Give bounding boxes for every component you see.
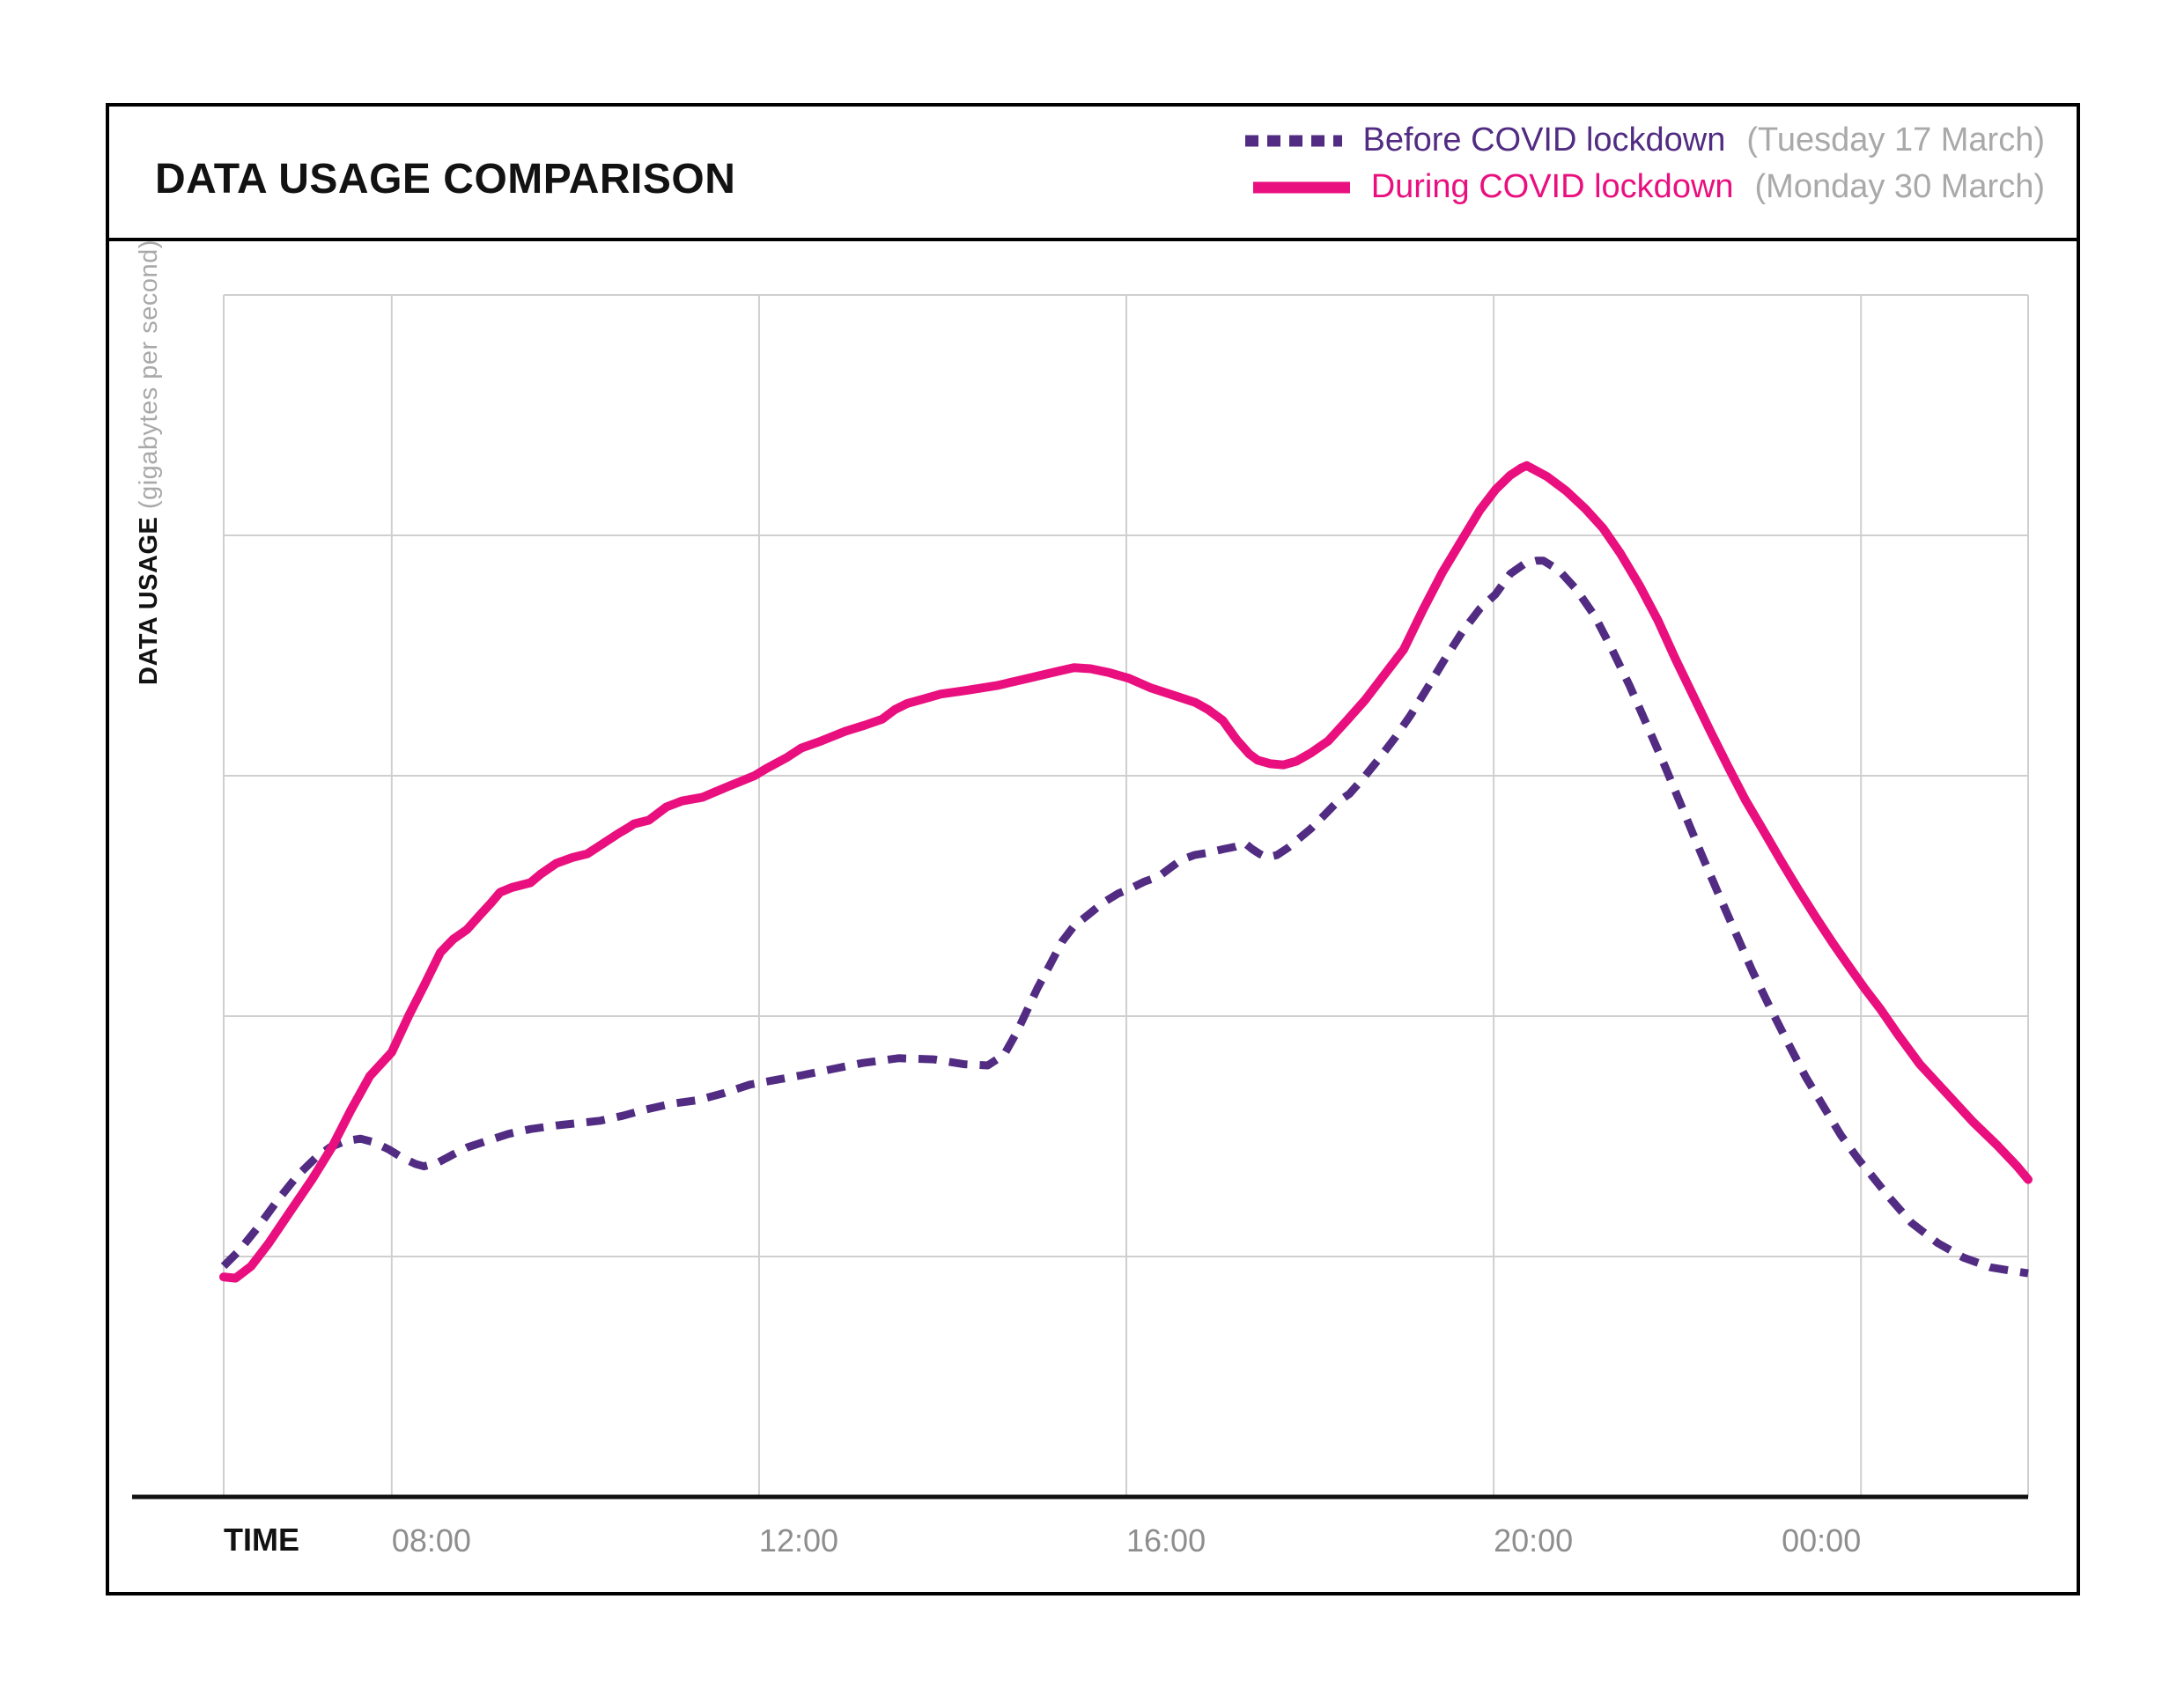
- legend-label: Before COVID lockdown: [1362, 122, 1726, 158]
- series-line-before-lockdown: [220, 556, 2029, 1278]
- outer-border: [106, 103, 2080, 1596]
- legend: Before COVID lockdown (Tuesday 17 March)…: [1243, 122, 2045, 206]
- legend-item-during: During COVID lockdown (Monday 30 March): [1251, 168, 2045, 206]
- x-tick-label: 12:00: [759, 1522, 838, 1559]
- header-divider: [106, 238, 2080, 241]
- legend-item-before: Before COVID lockdown (Tuesday 17 March): [1243, 122, 2045, 159]
- x-tick-label: 16:00: [1126, 1522, 1206, 1559]
- series-line-during-lockdown: [219, 461, 2033, 1283]
- x-axis-title: TIME: [224, 1522, 299, 1558]
- legend-swatch-solid: [1252, 181, 1350, 193]
- legend-date: (Tuesday 17 March): [1746, 122, 2045, 158]
- legend-date: (Monday 30 March): [1754, 168, 2045, 205]
- legend-label: During COVID lockdown: [1370, 168, 1734, 205]
- x-tick-label: 08:00: [392, 1522, 471, 1559]
- legend-swatch-dashed: [1244, 135, 1342, 146]
- page-title: DATA USAGE COMPARISON: [155, 156, 736, 203]
- x-tick-label: 00:00: [1782, 1522, 1861, 1559]
- x-tick-label: 20:00: [1494, 1522, 1573, 1559]
